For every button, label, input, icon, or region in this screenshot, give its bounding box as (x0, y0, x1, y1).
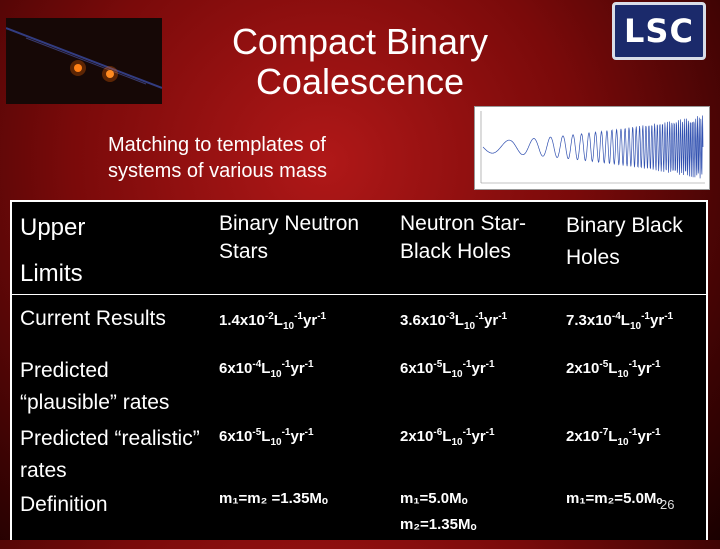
binary-star-photo (6, 18, 162, 104)
slide-title: Compact Binary Coalescence (231, 21, 489, 102)
chirp-waveform-plot (474, 106, 710, 190)
table-row: Predicted “realistic” rates 6x10-5L10-1y… (12, 419, 706, 489)
definition-nsbh-m1: m₁=5.0Mₒ (400, 490, 468, 507)
page-number: 26 (660, 497, 675, 512)
header-neutron-star-black-holes: Neutron Star-Black Holes (394, 202, 560, 295)
value-cell: 6x10-4L10-1yr-1 (219, 359, 314, 380)
row-label-definition: Definition (20, 493, 108, 516)
header-corner-line1: Upper (20, 214, 86, 241)
header-binary-neutron-stars: Binary Neutron Stars (211, 202, 394, 295)
value-cell: 2x10-6L10-1yr-1 (400, 427, 495, 448)
table-row: Definition m₁=m₂ =1.35Mₒ m₁=5.0Mₒ m₂=1.3… (12, 489, 706, 549)
row-label-realistic: Predicted “realistic” rates (20, 427, 200, 482)
header-binary-black-holes: Binary Black Holes (560, 202, 706, 295)
logo-text: LSC (624, 12, 694, 50)
value-cell: 2x10-5L10-1yr-1 (566, 359, 661, 380)
table-row: Predicted “plausible” rates 6x10-4L10-1y… (12, 351, 706, 419)
value-cell: 3.6x10-3L10-1yr-1 (400, 311, 508, 332)
value-cell: 2x10-7L10-1yr-1 (566, 427, 661, 448)
slide-subtitle: Matching to templates of systems of vari… (108, 134, 327, 182)
definition-bbh: m₁=m₂=5.0Mₒ (566, 490, 663, 507)
header-corner-line2: Limits (20, 260, 83, 287)
upper-limits-table: Upper Limits Binary Neutron Stars Neutro… (10, 200, 708, 540)
definition-nsbh: m₁=5.0Mₒ m₂=1.35Mₒ (394, 489, 560, 549)
value-cell: 7.3x10-4L10-1yr-1 (566, 311, 674, 332)
definition-bns: m₁=m₂ =1.35Mₒ (219, 490, 329, 507)
value-cell: 1.4x10-2L10-1yr-1 (219, 311, 327, 332)
lsc-logo: LSC (612, 2, 706, 60)
row-label-current-results: Current Results (20, 307, 166, 330)
value-cell: 6x10-5L10-1yr-1 (400, 359, 495, 380)
header-upper-limits: Upper Limits (12, 202, 211, 295)
table-header-row: Upper Limits Binary Neutron Stars Neutro… (12, 202, 706, 295)
value-cell: 6x10-5L10-1yr-1 (219, 427, 314, 448)
definition-nsbh-m2: m₂=1.35Mₒ (400, 516, 477, 533)
table-row: Current Results 1.4x10-2L10-1yr-1 3.6x10… (12, 295, 706, 352)
row-label-plausible: Predicted “plausible” rates (20, 359, 170, 414)
